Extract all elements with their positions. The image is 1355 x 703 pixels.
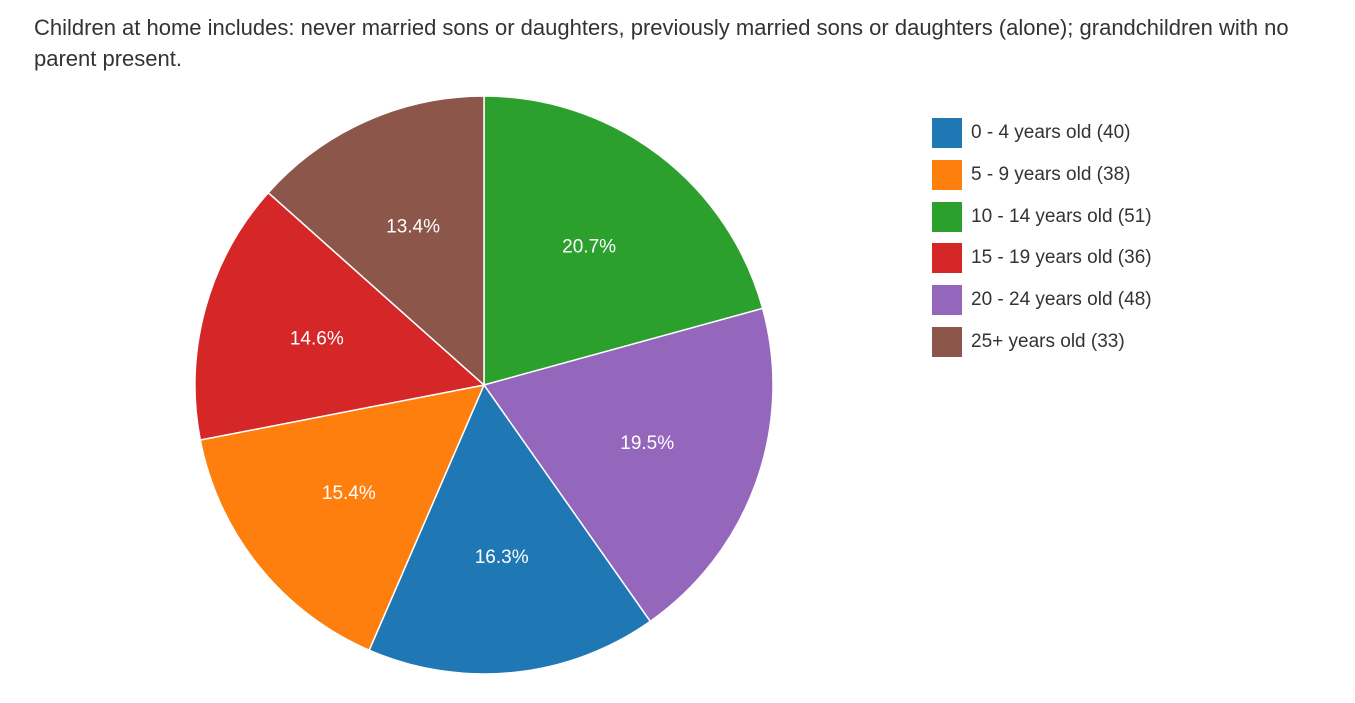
legend-label-5: 25+ years old (33) xyxy=(971,330,1125,352)
chart-title: Children at home includes: never married… xyxy=(34,15,1289,71)
slice-label-4: 19.5% xyxy=(620,433,674,454)
legend-swatch-1 xyxy=(932,159,962,190)
slice-label-2: 20.7% xyxy=(562,237,616,258)
legend-label-4: 20 - 24 years old (48) xyxy=(971,289,1152,311)
legend-item-0[interactable]: 0 - 4 years old (40) xyxy=(932,118,1152,148)
legend-item-5[interactable]: 25+ years old (33) xyxy=(932,326,1152,357)
slice-label-5: 13.4% xyxy=(386,216,440,237)
legend-label-0: 0 - 4 years old (40) xyxy=(971,122,1131,143)
pie-slices xyxy=(194,95,774,675)
slice-label-3: 14.6% xyxy=(290,329,344,350)
pie-slice-1[interactable] xyxy=(199,383,486,652)
legend-label-2: 10 - 14 years old (51) xyxy=(971,205,1152,227)
slice-label-1: 15.4% xyxy=(322,483,376,504)
legend-swatch-0 xyxy=(932,118,962,148)
legend-item-3[interactable]: 15 - 19 years old (36) xyxy=(932,243,1152,274)
legend-label-1: 5 - 9 years old (38) xyxy=(971,163,1131,185)
legend-item-2[interactable]: 10 - 14 years old (51) xyxy=(932,201,1152,232)
legend-swatch-2 xyxy=(932,201,962,232)
slice-label-0: 16.3% xyxy=(475,547,529,568)
pie-slice-5[interactable] xyxy=(267,95,485,387)
legend: 0 - 4 years old (40) 5 - 9 years old (38)… xyxy=(932,118,1152,369)
pie-slice-2[interactable] xyxy=(483,95,764,386)
legend-swatch-4 xyxy=(932,285,962,316)
legend-item-4[interactable]: 20 - 24 years old (48) xyxy=(932,285,1152,316)
pie-slice-labels: 20.7% 19.5% 16.3% 15.4% 14.6% 13.4% xyxy=(290,216,674,568)
pie-slice-0[interactable] xyxy=(368,383,652,675)
pie-slice-3[interactable] xyxy=(194,191,486,441)
pie-slice-4[interactable] xyxy=(482,307,774,623)
legend-label-3: 15 - 19 years old (36) xyxy=(971,247,1152,269)
legend-item-1[interactable]: 5 - 9 years old (38) xyxy=(932,159,1152,190)
legend-swatch-5 xyxy=(932,326,962,357)
legend-swatch-3 xyxy=(932,243,962,274)
